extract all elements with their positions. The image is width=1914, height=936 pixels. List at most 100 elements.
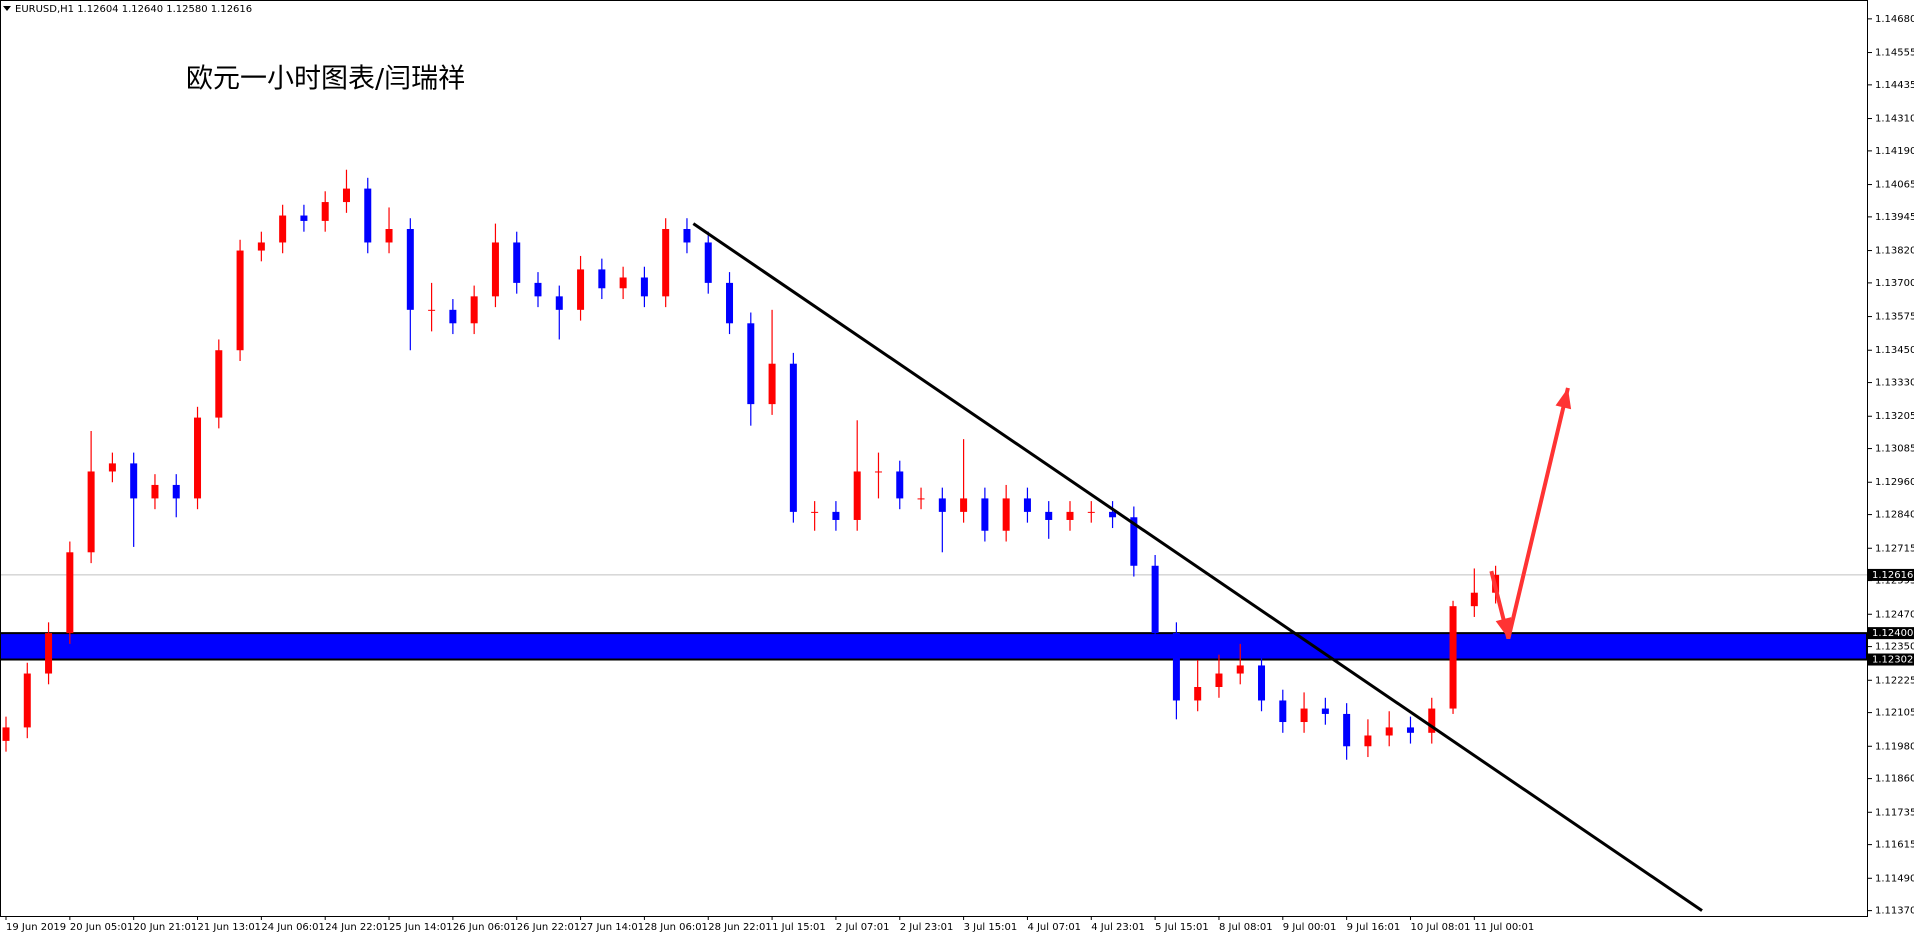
y-tick-label: 1.14065 <box>1875 180 1914 191</box>
x-tick-label: 8 Jul 08:01 <box>1219 922 1273 933</box>
x-tick-label: 1 Jul 15:01 <box>772 922 826 933</box>
trendline <box>692 222 1703 912</box>
candle-body <box>1343 713 1351 747</box>
x-tick-label: 28 Jun 22:01 <box>708 922 772 933</box>
y-tick-label: 1.13450 <box>1875 345 1914 356</box>
x-tick-label: 2 Jul 23:01 <box>900 922 954 933</box>
candle-body <box>1258 665 1266 701</box>
y-tick-label: 1.13945 <box>1875 212 1914 223</box>
candle-body <box>960 498 968 512</box>
candle-body <box>1194 687 1202 701</box>
candle-body <box>236 250 244 351</box>
candle-body <box>1300 708 1308 723</box>
candle-body <box>151 484 159 499</box>
y-tick-label: 1.12840 <box>1875 510 1914 521</box>
y-tick-label: 1.12960 <box>1875 477 1914 488</box>
candle-body <box>683 229 691 243</box>
x-tick-label: 24 Jun 06:01 <box>261 922 325 933</box>
x-tick-label: 4 Jul 23:01 <box>1091 922 1145 933</box>
candle-body <box>1406 727 1414 733</box>
plot-frame <box>0 0 1868 917</box>
candle-body <box>2 727 10 741</box>
y-tick-label: 1.11615 <box>1875 840 1914 851</box>
arrow-head <box>1555 387 1572 410</box>
candle-body <box>789 363 797 512</box>
candle-body <box>896 471 904 499</box>
x-tick-label: 26 Jun 22:01 <box>517 922 581 933</box>
candle-body <box>726 282 734 324</box>
candle-body <box>428 309 436 311</box>
candle-body <box>449 309 457 324</box>
candle-body <box>811 511 819 513</box>
y-tick-label: 1.12470 <box>1875 609 1914 620</box>
candle-body <box>321 202 329 221</box>
menu-triangle[interactable] <box>3 6 11 11</box>
zone-high-label: 1.12400 <box>1872 628 1913 639</box>
zone-low-box <box>1868 653 1914 666</box>
y-tick-label: 1.14310 <box>1875 114 1914 125</box>
candle-body <box>130 463 138 499</box>
candle-body <box>577 269 585 310</box>
x-tick-label: 3 Jul 15:01 <box>964 922 1018 933</box>
candle-body <box>917 498 925 500</box>
candle-body <box>215 350 223 418</box>
y-tick-label: 1.13820 <box>1875 246 1914 257</box>
y-tick-label: 1.14435 <box>1875 80 1914 91</box>
candle-body <box>1087 511 1095 513</box>
y-tick-label: 1.14680 <box>1875 14 1914 25</box>
y-tick-label: 1.11735 <box>1875 807 1914 818</box>
candle-body <box>832 511 840 520</box>
candle-body <box>1236 665 1244 674</box>
y-tick-label: 1.12225 <box>1875 675 1914 686</box>
candle-body <box>874 471 882 473</box>
candle-body <box>1130 517 1138 566</box>
candle-body <box>534 282 542 297</box>
candle-body <box>45 633 53 674</box>
candle-body <box>491 242 499 297</box>
x-tick-label: 27 Jun 14:01 <box>581 922 645 933</box>
x-tick-label: 11 Jul 00:01 <box>1474 922 1534 933</box>
candle-body <box>1023 498 1031 512</box>
candle-body <box>1428 708 1436 733</box>
x-tick-label: 9 Jul 16:01 <box>1347 922 1401 933</box>
candle-body <box>1364 735 1372 747</box>
support-zone <box>0 632 1868 661</box>
candle-body <box>364 188 372 243</box>
current-price-box <box>1868 568 1914 581</box>
candle-body <box>406 229 414 310</box>
y-tick-label: 1.12105 <box>1875 708 1914 719</box>
candle-body <box>981 498 989 531</box>
y-tick-label: 1.12595 <box>1875 576 1914 587</box>
x-tick-label: 28 Jun 06:01 <box>644 922 708 933</box>
y-tick-label: 1.14190 <box>1875 146 1914 157</box>
candle-body <box>619 277 627 289</box>
candle-body <box>555 296 563 310</box>
x-tick-label: 2 Jul 07:01 <box>836 922 890 933</box>
y-tick-label: 1.13700 <box>1875 278 1914 289</box>
candle-body <box>1321 708 1329 714</box>
candle-body <box>1109 511 1117 518</box>
candle-body <box>1066 511 1074 520</box>
zone-high-box <box>1868 627 1914 640</box>
candle-body <box>768 363 776 405</box>
candle-body <box>938 498 946 512</box>
y-tick-label: 1.13575 <box>1875 312 1914 323</box>
y-tick-label: 1.14555 <box>1875 48 1914 59</box>
candle-body <box>1172 633 1180 701</box>
x-tick-label: 20 Jun 21:01 <box>134 922 198 933</box>
x-tick-label: 21 Jun 13:01 <box>198 922 262 933</box>
candle-body <box>662 229 670 297</box>
candle-body <box>1215 673 1223 687</box>
x-tick-label: 20 Jun 05:01 <box>70 922 134 933</box>
y-tick-label: 1.12715 <box>1875 543 1914 554</box>
y-tick-label: 1.11370 <box>1875 906 1914 917</box>
y-tick-label: 1.12350 <box>1875 642 1914 653</box>
candle-body <box>279 215 287 243</box>
x-tick-label: 9 Jul 00:01 <box>1283 922 1337 933</box>
chart-header: EURUSD,H1 1.12604 1.12640 1.12580 1.1261… <box>15 4 252 15</box>
candle-body <box>1470 592 1478 607</box>
y-tick-label: 1.11860 <box>1875 774 1914 785</box>
candle-body <box>23 673 31 728</box>
